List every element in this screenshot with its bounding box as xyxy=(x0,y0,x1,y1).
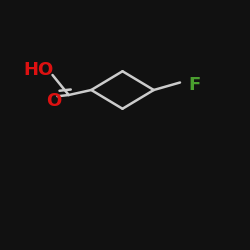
Text: F: F xyxy=(189,76,201,94)
Text: HO: HO xyxy=(24,61,54,79)
Text: O: O xyxy=(46,92,62,110)
